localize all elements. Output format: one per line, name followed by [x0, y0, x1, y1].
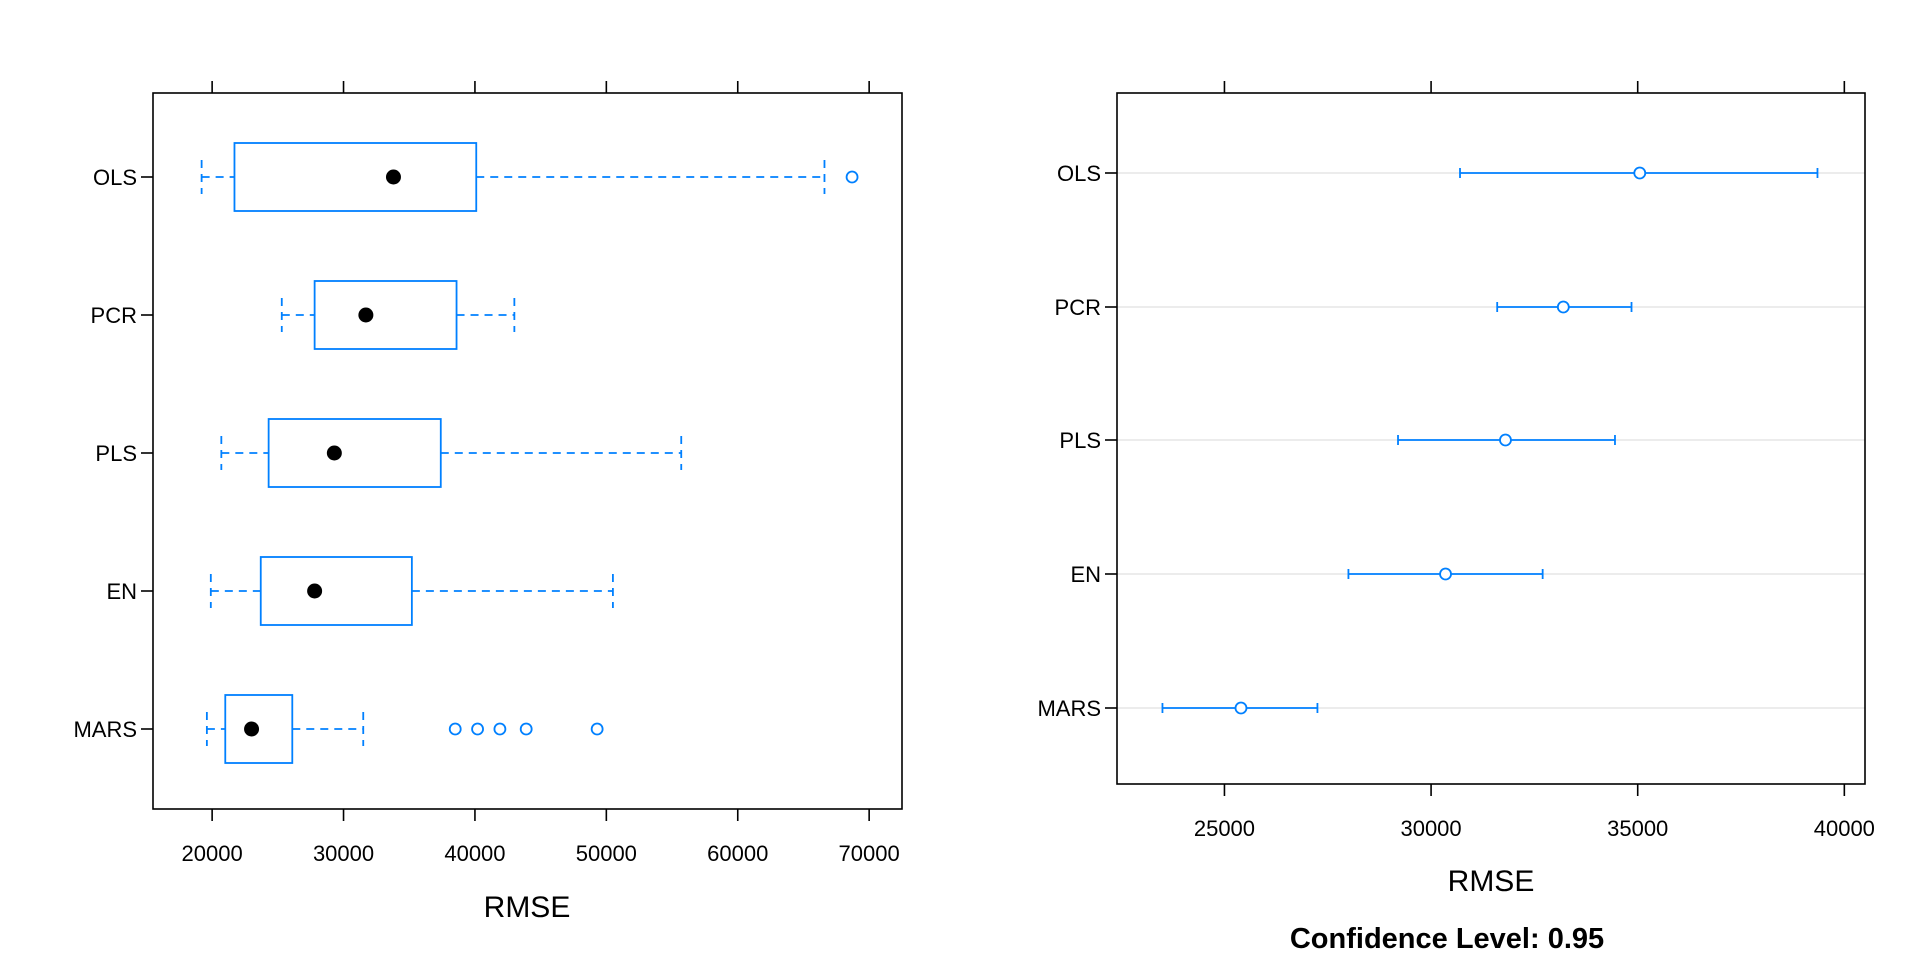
median-dot	[358, 307, 374, 323]
median-dot	[385, 169, 401, 185]
category-label: PCR	[1055, 295, 1101, 320]
boxplot-x-ticks: 20000 30000 40000 50000 60000 70000	[182, 81, 900, 866]
x-tick-label: 70000	[839, 841, 900, 866]
box-iqr	[259, 556, 413, 626]
median-dot	[326, 445, 342, 461]
category-label: PLS	[1059, 428, 1101, 453]
outlier-point	[448, 722, 462, 736]
category-label: OLS	[1057, 161, 1101, 186]
outlier-point	[519, 722, 533, 736]
outlier-point	[493, 722, 507, 736]
x-tick-label: 40000	[1814, 816, 1875, 841]
estimate-point	[1439, 567, 1452, 581]
category-label: EN	[106, 579, 137, 604]
x-tick-label: 25000	[1194, 816, 1255, 841]
outlier-point	[590, 722, 604, 736]
x-tick-label: 40000	[444, 841, 505, 866]
estimate-point	[1499, 433, 1512, 447]
estimate-point	[1234, 701, 1248, 715]
median-dot	[307, 583, 323, 599]
category-label: MARS	[73, 717, 137, 742]
x-tick-label: 35000	[1607, 816, 1668, 841]
category-label: EN	[1070, 562, 1101, 587]
dotplot-marks	[1161, 166, 1819, 715]
box-iqr	[224, 694, 294, 764]
category-label: OLS	[93, 165, 137, 190]
estimate-point	[1633, 166, 1647, 180]
median-dot	[244, 721, 260, 737]
boxplot-category-labels: OLS PCR PLS EN MARS	[73, 165, 153, 742]
dotplot-panel: 25000 30000 35000 40000 OLS PCR PLS EN MARS RMS…	[1037, 81, 1875, 955]
outlier-point	[471, 722, 484, 736]
boxplot-marks	[200, 142, 859, 764]
x-tick-label: 60000	[707, 841, 768, 866]
box-iqr	[313, 280, 458, 350]
dotplot-x-axis-title: RMSE	[1448, 865, 1535, 898]
x-tick-label: 50000	[576, 841, 637, 866]
dotplot-frame	[1116, 92, 1866, 785]
dotplot-x-ticks: 25000 30000 35000 40000	[1194, 81, 1875, 841]
category-label: PLS	[95, 441, 137, 466]
dotplot-subtitle: Confidence Level: 0.95	[1290, 923, 1604, 955]
x-tick-label: 20000	[182, 841, 243, 866]
boxplot-frame	[152, 92, 903, 810]
box-iqr	[267, 418, 442, 488]
dotplot-category-labels: OLS PCR PLS EN MARS	[1037, 161, 1117, 721]
category-label: MARS	[1037, 696, 1101, 721]
outlier-point	[845, 170, 859, 184]
box-iqr	[233, 142, 478, 212]
category-label: PCR	[91, 303, 137, 328]
boxplot-panel: 20000 30000 40000 50000 60000 70000 OLS PCR PLS…	[73, 81, 903, 924]
boxplot-x-axis-title: RMSE	[484, 891, 571, 924]
x-tick-label: 30000	[1400, 816, 1461, 841]
x-tick-label: 30000	[313, 841, 374, 866]
estimate-point	[1556, 300, 1570, 314]
